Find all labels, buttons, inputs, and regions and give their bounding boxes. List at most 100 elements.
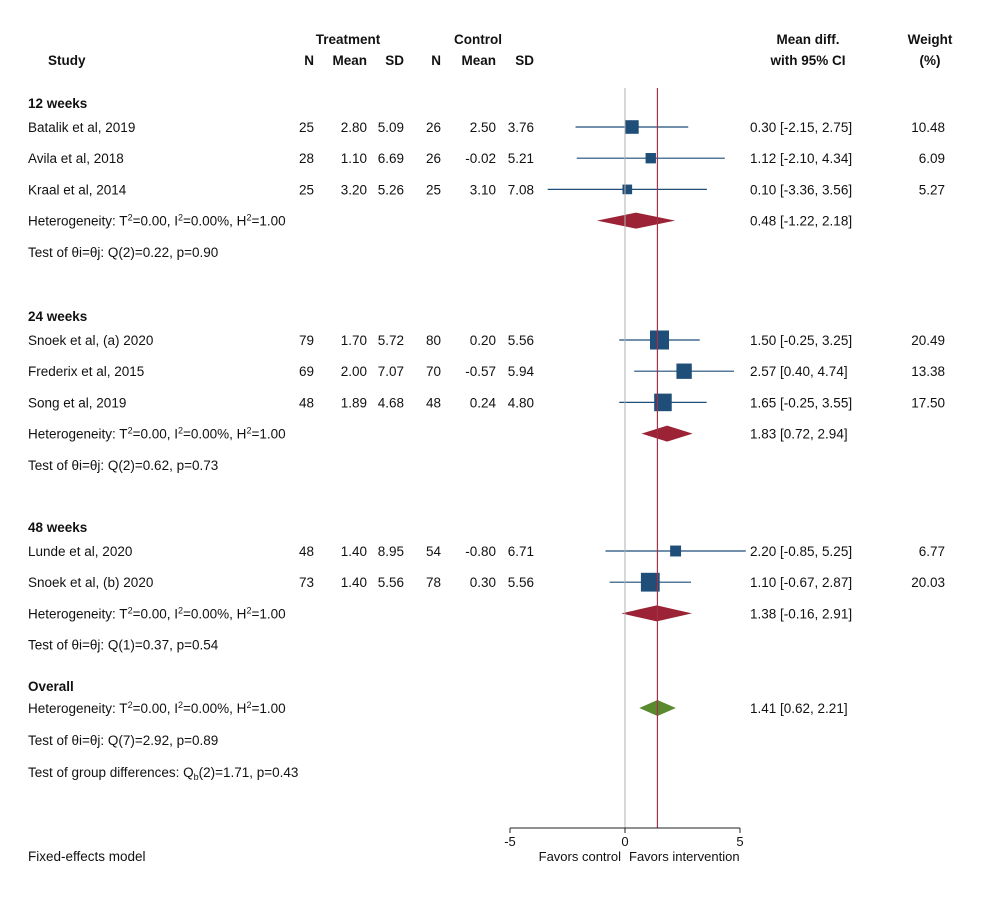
study-name: Frederix et al, 2015 <box>28 364 144 379</box>
test-theta-value: Test of θi=θj: Q(2)=0.22, p=0.90 <box>28 245 218 260</box>
header-weight-line1: Weight <box>908 32 953 47</box>
het-h2-value: =1.00 <box>251 701 285 716</box>
study-name: Snoek et al, (a) 2020 <box>28 333 153 348</box>
study-marker <box>670 545 682 557</box>
study-name: Snoek et al, (b) 2020 <box>28 575 153 590</box>
control-n: 48 <box>426 395 441 410</box>
het-t2-value: =0.00, I <box>133 701 178 716</box>
het-sup-i: 2 <box>178 700 183 710</box>
control-mean: 0.24 <box>470 395 497 410</box>
control-mean: -0.80 <box>465 544 496 559</box>
het-sup-i: 2 <box>178 213 183 223</box>
het-sup-t: 2 <box>128 700 133 710</box>
treatment-sd: 8.95 <box>378 544 404 559</box>
control-sd: 7.08 <box>508 182 534 197</box>
study-row: Kraal et al, 2014 25 3.20 5.26 25 3.10 7.08 0.1… <box>28 182 945 197</box>
heterogeneity-text: Heterogeneity: T2=0.00, I2=0.00%, H2=1.0… <box>28 605 286 621</box>
het-sup-h: 2 <box>246 605 251 615</box>
treatment-n: 79 <box>299 333 314 348</box>
group-label: 48 weeks <box>28 520 87 535</box>
treatment-sd: 5.09 <box>378 120 404 135</box>
treatment-n: 28 <box>299 151 314 166</box>
effect-ci-text: 1.12 [-2.10, 4.34] <box>750 151 852 166</box>
treatment-mean: 1.89 <box>341 395 367 410</box>
study-row: Lunde et al, 2020 48 1.40 8.95 54 -0.80 6.71 2.… <box>28 544 945 559</box>
heterogeneity-text: Heterogeneity: T2=0.00, I2=0.00%, H2=1.0… <box>28 213 286 229</box>
test-theta-value: Test of θi=θj: Q(7)=2.92, p=0.89 <box>28 733 218 748</box>
x-tick-label: 0 <box>621 834 628 849</box>
model-label: Fixed-effects model <box>28 849 146 864</box>
effect-ci-text: 0.30 [-2.15, 2.75] <box>750 120 852 135</box>
group-label: 12 weeks <box>28 96 87 111</box>
overall-ci-text: 1.41 [0.62, 2.21] <box>750 701 848 716</box>
control-mean: 0.30 <box>470 575 496 590</box>
header-weight-line2: (%) <box>920 53 941 68</box>
study-marker <box>625 120 639 134</box>
weight-text: 6.09 <box>919 151 945 166</box>
control-mean: 2.50 <box>470 120 496 135</box>
control-n: 26 <box>426 120 441 135</box>
study-row: Snoek et al, (a) 2020 79 1.70 5.72 80 0.20 5.5… <box>28 333 945 348</box>
group-diff-sub: b <box>194 772 199 782</box>
study-marker <box>622 184 633 195</box>
study-name: Lunde et al, 2020 <box>28 544 132 559</box>
control-mean: 0.20 <box>470 333 496 348</box>
group-diff-prefix: Test of group differences: Q <box>28 765 194 780</box>
study-marker <box>654 393 672 412</box>
header-treatment-mean: Mean <box>332 53 367 68</box>
treatment-n: 48 <box>299 544 314 559</box>
subgroup-diamond <box>596 212 676 229</box>
test-theta-text: Test of θi=θj: Q(7)=2.92, p=0.89 <box>28 733 218 748</box>
heterogeneity-text: Heterogeneity: T2=0.00, I2=0.00%, H2=1.0… <box>28 426 286 442</box>
x-tick-label: -5 <box>504 834 516 849</box>
header-treatment: Treatment <box>316 32 381 47</box>
treatment-sd: 4.68 <box>378 395 404 410</box>
subgroup-diamond <box>641 425 693 442</box>
treatment-sd: 5.72 <box>378 333 404 348</box>
test-theta-text: Test of θi=θj: Q(2)=0.62, p=0.73 <box>28 458 218 473</box>
weight-text: 10.48 <box>911 120 945 135</box>
het-prefix: Heterogeneity: T <box>28 427 128 442</box>
column-headers: Treatment Control Mean diff. Weight Stud… <box>48 32 953 68</box>
het-t2-value: =0.00, I <box>133 427 178 442</box>
treatment-n: 25 <box>299 120 314 135</box>
het-sup-t: 2 <box>128 213 133 223</box>
control-mean: 3.10 <box>470 182 496 197</box>
subgroup-ci-text: 0.48 [-1.22, 2.18] <box>750 214 852 229</box>
treatment-n: 25 <box>299 182 314 197</box>
het-sup-h: 2 <box>246 213 251 223</box>
control-mean: -0.02 <box>465 151 496 166</box>
study-row: Avila et al, 2018 28 1.10 6.69 26 -0.02 5.21 1.… <box>28 151 945 166</box>
study-name: Song et al, 2019 <box>28 395 126 410</box>
weight-text: 17.50 <box>911 395 945 410</box>
plot-area: -5 0 5 Favors control Favors intervention <box>504 88 746 864</box>
header-effect-line1: Mean diff. <box>777 32 840 47</box>
subgroup-diamond <box>621 605 692 622</box>
group-diff-text: Test of group differences: Qb(2)=1.71, p… <box>28 765 298 782</box>
effect-ci-text: 1.65 [-0.25, 3.55] <box>750 395 852 410</box>
control-mean: -0.57 <box>465 364 496 379</box>
control-n: 54 <box>426 544 442 559</box>
study-name: Avila et al, 2018 <box>28 151 124 166</box>
control-sd: 5.94 <box>508 364 535 379</box>
weight-text: 5.27 <box>919 182 945 197</box>
het-i2-value: =0.00%, H <box>183 427 246 442</box>
test-theta-text: Test of θi=θj: Q(2)=0.22, p=0.90 <box>28 245 218 260</box>
effect-ci-text: 0.10 [-3.36, 3.56] <box>750 182 852 197</box>
test-theta-value: Test of θi=θj: Q(2)=0.62, p=0.73 <box>28 458 218 473</box>
study-row: Song et al, 2019 48 1.89 4.68 48 0.24 4.80 1.65… <box>28 395 945 410</box>
x-tick-label: 5 <box>736 834 743 849</box>
effect-ci-text: 2.57 [0.40, 4.74] <box>750 364 848 379</box>
overall-label: Overall <box>28 679 74 694</box>
het-sup-t: 2 <box>128 426 133 436</box>
treatment-n: 73 <box>299 575 314 590</box>
heterogeneity-text: Heterogeneity: T2=0.00, I2=0.00%, H2=1.0… <box>28 700 286 716</box>
header-treatment-n: N <box>304 53 314 68</box>
study-row: Snoek et al, (b) 2020 73 1.40 5.56 78 0.30 5.5… <box>28 575 945 590</box>
control-sd: 5.21 <box>508 151 534 166</box>
group-label: 24 weeks <box>28 309 87 324</box>
weight-text: 13.38 <box>911 364 945 379</box>
het-t2-value: =0.00, I <box>133 606 178 621</box>
study-row: Frederix et al, 2015 69 2.00 7.07 70 -0.57 5.9… <box>28 364 945 379</box>
treatment-mean: 1.10 <box>341 151 367 166</box>
